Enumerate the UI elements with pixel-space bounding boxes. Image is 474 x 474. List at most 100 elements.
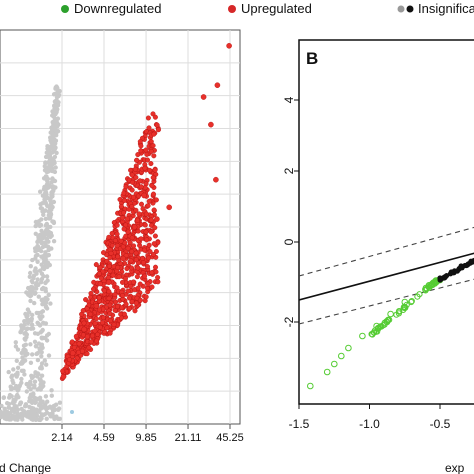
panel-a-upregulated-point <box>142 222 148 228</box>
panel-a-insignificant-point <box>46 292 51 298</box>
panel-b-insignificant-point <box>468 258 474 264</box>
panel-a-insignificant-point <box>28 382 33 387</box>
panel-a-upregulated-point <box>149 270 155 276</box>
panel-a-insignificant-point <box>54 84 59 89</box>
panel-a-insignificant-point <box>22 336 27 341</box>
panel-a-insignificant-point <box>52 154 58 160</box>
panel-a-insignificant-point <box>33 397 39 402</box>
panel-b-point-group <box>307 257 474 390</box>
panel-a-upregulated-point <box>155 279 161 285</box>
panel-a-insignificant-point <box>39 217 44 222</box>
panel-a-upregulated-point <box>152 114 158 120</box>
panel-a-upregulated-point <box>112 299 118 305</box>
panel-a-upregulated-point <box>120 255 126 262</box>
panel-a-insignificant-point <box>43 216 48 221</box>
panel-a-insignificant-point <box>36 244 41 250</box>
panel-a-upregulated-point <box>76 341 82 347</box>
panel-a-upregulated-point <box>112 237 118 243</box>
panel-a-insignificant-point <box>19 376 24 382</box>
panel-b-plot-area <box>298 39 474 405</box>
panel-a-upregulated-point <box>151 241 157 247</box>
panel-a-insignificant-point <box>1 395 6 400</box>
panel-a-upregulated-point <box>60 373 67 380</box>
panel-a-insignificant-point <box>0 411 5 416</box>
panel-b-downregulated-point <box>331 360 338 368</box>
panel-b-downregulated-point <box>383 318 390 325</box>
panel-a-upregulated-point <box>124 216 130 222</box>
panel-a-upregulated-point <box>132 308 138 314</box>
panel-a-insignificant-point <box>11 367 16 372</box>
panel-a-insignificant-point <box>5 416 11 422</box>
panel-a-upregulated-point <box>99 320 105 326</box>
panel-a-insignificant-point <box>51 142 56 148</box>
panel-a-upregulated-point <box>81 326 87 333</box>
panel-a-insignificant-point <box>45 297 50 302</box>
panel-a-insignificant-point <box>27 274 32 279</box>
panel-a-insignificant-point <box>9 387 14 392</box>
panel-a-insignificant-point <box>22 347 28 353</box>
panel-a-insignificant-point <box>13 340 18 345</box>
panel-a-upregulated-point <box>139 256 145 262</box>
panel-a-upregulated-point <box>148 217 154 223</box>
panel-a-insignificant-point <box>37 268 43 273</box>
panel-a-upregulated-point <box>97 265 103 271</box>
panel-a-insignificant-point <box>41 187 47 192</box>
panel-a-insignificant-point <box>52 407 58 412</box>
panel-a-insignificant-point <box>15 388 20 393</box>
panel-a-insignificant-point <box>52 107 58 113</box>
panel-a-insignificant-point <box>29 407 35 412</box>
panel-a-x-tick-label: 9.85 <box>135 432 156 444</box>
panel-a-upregulated-point <box>97 281 103 287</box>
panel-a-upregulated-point <box>96 295 102 301</box>
panel-a-insignificant-point <box>38 382 43 387</box>
panel-a-insignificant-point <box>20 417 25 422</box>
panel-a-upregulated-point <box>149 284 155 290</box>
panel-b-line-group <box>299 226 474 325</box>
panel-b-x-axis-label: exp <box>445 461 465 474</box>
panel-a-upregulated-point <box>148 229 154 235</box>
panel-a-upregulated-point <box>134 217 140 223</box>
panel-a-upregulated-point <box>93 338 99 344</box>
legend: Downregulated Upregulated Insignifica <box>61 1 474 16</box>
panel-a-upregulated-point <box>151 153 157 159</box>
panel-a-upregulated-point <box>155 127 161 133</box>
panel-a-upregulated-point <box>107 330 113 336</box>
panel-a-insignificant-point <box>43 250 48 255</box>
panel-a-insignificant-point <box>34 310 39 316</box>
panel-a-insignificant-point <box>47 215 53 221</box>
panel-a-upregulated-point <box>114 222 120 228</box>
panel-a-upregulated-point <box>121 311 127 317</box>
panel-b-downregulated-point <box>422 284 430 292</box>
panel-a-insignificant-point <box>25 307 31 312</box>
panel-a-insignificant-point <box>33 253 39 259</box>
panel-a-upregulated-point <box>128 258 134 264</box>
panel-a-insignificant-point <box>51 122 56 128</box>
panel-a-upregulated-point <box>89 333 95 339</box>
panel-a-insignificant-point <box>48 224 53 230</box>
panel-a-insignificant-point <box>28 342 33 347</box>
panel-a-insignificant-point <box>43 201 49 206</box>
panel-a-upregulated-point <box>138 184 144 190</box>
panel-a-points <box>59 43 232 414</box>
panel-a-upregulated-point <box>141 192 147 199</box>
panel-a-upregulated-point <box>138 143 144 149</box>
panel-a-insignificant-point <box>35 331 41 336</box>
panel-a-insignificant-point <box>44 274 50 279</box>
panel-b-downregulated-point <box>381 321 388 328</box>
panel-a-insignificant-point <box>40 297 45 302</box>
panel-a-insignificant-point <box>48 301 53 306</box>
panel-a-upregulated-point <box>126 295 132 301</box>
panel-a-insignificant-point <box>54 150 59 156</box>
legend-marker-insignificant <box>406 5 414 13</box>
panel-a-upregulated-point <box>118 315 124 321</box>
panel-a-insignificant-point <box>50 194 55 199</box>
panel-a-upregulated-point <box>121 210 127 216</box>
panel-a-insignificant-point <box>35 239 40 245</box>
panel-a-upregulated-point <box>121 226 127 232</box>
panel-b-downregulated-point <box>359 332 366 340</box>
panel-a-insignificant-point <box>57 400 63 405</box>
panel-a-upregulated-point <box>135 228 141 234</box>
panel-a-upregulated-point <box>208 121 214 128</box>
panel-a-insignificant-point <box>53 138 59 143</box>
panel-a-insignificant-point <box>28 270 33 276</box>
